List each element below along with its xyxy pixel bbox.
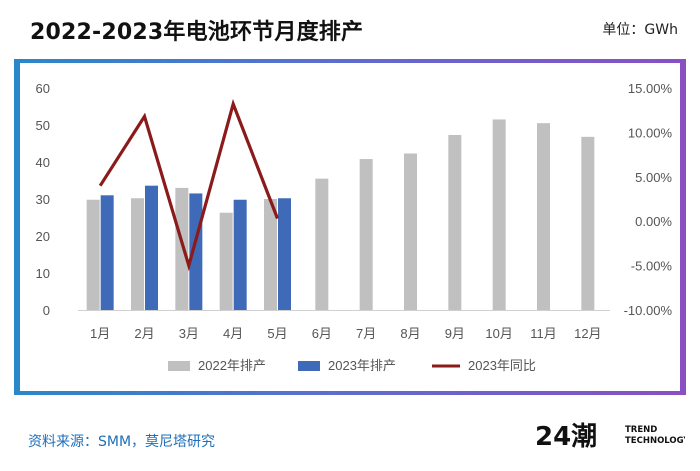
y-left-tick-label: 0 (43, 303, 50, 318)
logo-line-2: TECHNOLOGY (625, 436, 685, 446)
source-note: 资料来源：SMM，莫尼塔研究 (28, 434, 216, 450)
y-right-tick-label: 10.00% (628, 125, 673, 140)
x-tick-label: 10月 (485, 326, 512, 341)
bar-2023-2 (145, 185, 158, 310)
bar-2022-4 (219, 212, 233, 310)
bar-2022-5 (264, 199, 277, 310)
bar-2023-1 (100, 195, 114, 310)
bar-2023-4 (233, 199, 247, 310)
y-right-tick-label: -5.00% (631, 259, 673, 274)
y-right-tick-label: 15.00% (628, 81, 673, 96)
bar-2022-7 (359, 159, 373, 310)
x-tick-label: 9月 (445, 326, 465, 341)
x-tick-label: 12月 (574, 326, 601, 341)
legend-label-yoy: 2023年同比 (468, 358, 536, 373)
bar-2022-6 (315, 178, 329, 310)
y-right-tick-label: -10.00% (624, 303, 673, 318)
x-tick-label: 6月 (312, 326, 332, 341)
legend-swatch-2023 (298, 361, 320, 371)
bar-2022-12 (581, 136, 595, 310)
unit-label: 单位：GWh (602, 22, 678, 38)
y-left-tick-label: 20 (36, 229, 50, 244)
x-tick-label: 11月 (530, 326, 557, 341)
bar-2022-1 (86, 199, 100, 310)
y-left-tick-label: 30 (36, 192, 50, 207)
x-tick-label: 3月 (179, 326, 199, 341)
bar-2022-2 (131, 198, 144, 310)
bar-2023-5 (278, 198, 291, 310)
y-right-tick-label: 0.00% (635, 214, 672, 229)
chart-svg: 0 10 20 30 40 50 60 -10.00% -5.00% 0.00% 5.00% 10.0… (36, 81, 673, 373)
y-left-tick-label: 10 (36, 266, 50, 281)
bar-2022-10 (492, 119, 506, 310)
y-left-tick-label: 40 (36, 155, 50, 170)
y-right-tick-label: 5.00% (635, 170, 672, 185)
y-left-tick-label: 50 (36, 118, 50, 133)
bar-2022-9 (448, 134, 462, 310)
bar-2022-8 (404, 153, 417, 310)
bar-2022-11 (537, 123, 550, 311)
chart-title: 2022-2023年电池环节月度排产 (30, 20, 364, 45)
y-left-tick-label: 60 (36, 81, 50, 96)
x-tick-label: 7月 (356, 326, 376, 341)
x-tick-label: 8月 (400, 326, 420, 341)
logo-line-1: TREND (625, 425, 657, 435)
x-tick-label: 2月 (134, 326, 154, 341)
line-2023-yoy (98, 98, 279, 272)
brand-logo: 24潮 TREND TECHNOLOGY (535, 422, 685, 452)
legend-label-2023: 2023年排产 (328, 358, 396, 373)
legend-label-2022: 2022年排产 (198, 358, 266, 373)
x-tick-label: 1月 (90, 326, 110, 341)
x-tick-label: 5月 (267, 326, 287, 341)
chart-panel: 0 10 20 30 40 50 60 -10.00% -5.00% 0.00% 5.00% 10.0… (20, 63, 680, 391)
logo-mark: 24潮 (535, 422, 597, 452)
chart-frame: 0 10 20 30 40 50 60 -10.00% -5.00% 0.00% 5.00% 10.0… (14, 59, 686, 395)
bar-2022-3 (175, 187, 189, 310)
legend-swatch-2022 (168, 361, 190, 371)
x-tick-label: 4月 (223, 326, 243, 341)
